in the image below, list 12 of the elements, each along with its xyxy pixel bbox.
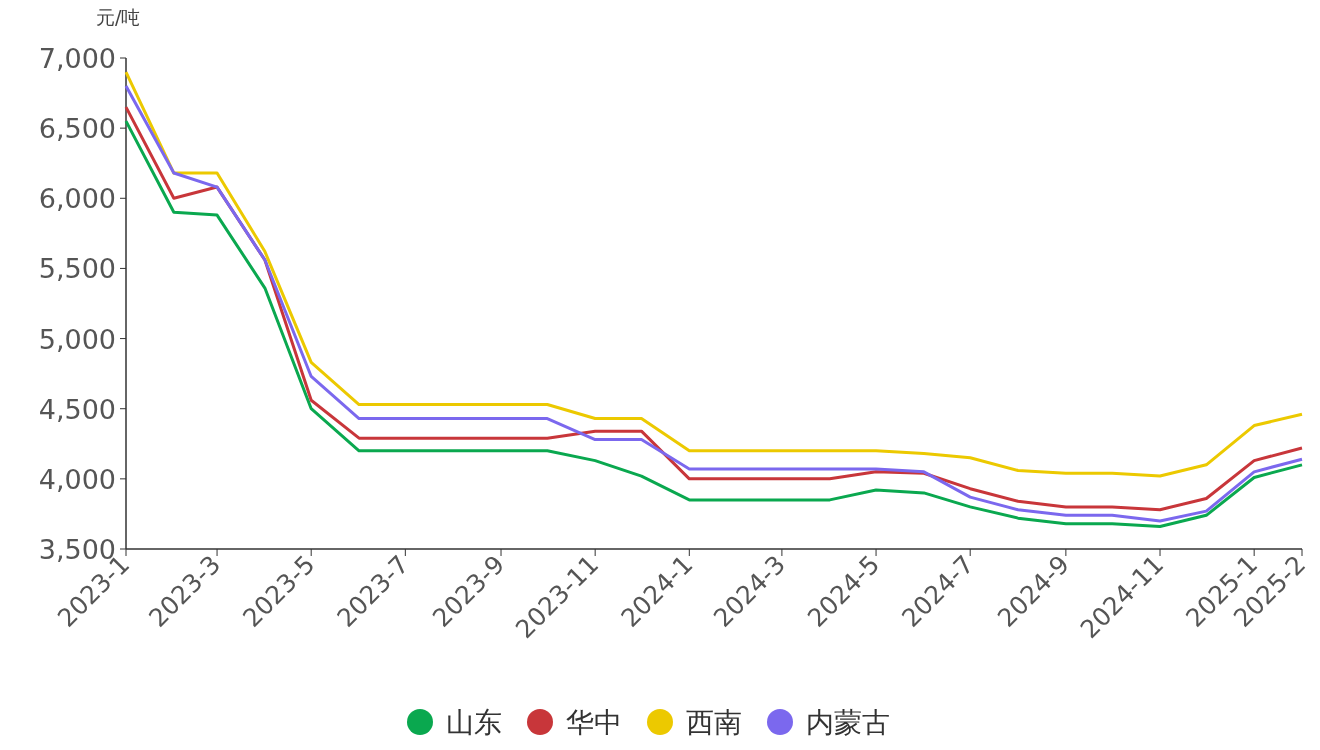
legend-label: 内蒙古 bbox=[806, 706, 890, 739]
legend-label: 华中 bbox=[566, 706, 622, 739]
y-tick-label: 4,000 bbox=[38, 463, 116, 495]
y-tick-label: 5,000 bbox=[38, 323, 116, 355]
y-tick-label: 6,000 bbox=[38, 183, 116, 215]
y-tick-label: 7,000 bbox=[38, 43, 116, 74]
y-tick-label: 4,500 bbox=[38, 393, 116, 425]
y-tick-label: 5,500 bbox=[38, 253, 116, 285]
y-axis-title: 元/吨 bbox=[96, 6, 141, 28]
y-tick-label: 6,500 bbox=[38, 113, 116, 145]
legend-label: 山东 bbox=[446, 706, 502, 739]
legend-label: 西南 bbox=[686, 706, 742, 739]
